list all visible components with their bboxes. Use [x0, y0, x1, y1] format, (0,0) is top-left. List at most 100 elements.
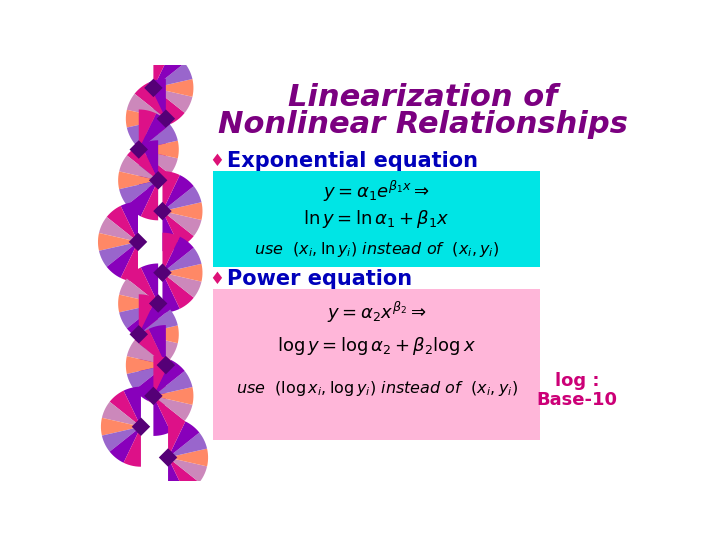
Text: ♦: ♦ [209, 152, 224, 170]
Polygon shape [153, 48, 171, 88]
Polygon shape [163, 211, 202, 236]
Polygon shape [148, 325, 166, 365]
Polygon shape [163, 273, 202, 298]
Polygon shape [153, 371, 192, 396]
Polygon shape [153, 387, 194, 405]
Polygon shape [163, 237, 194, 273]
Polygon shape [135, 365, 166, 401]
Polygon shape [163, 233, 180, 273]
Polygon shape [127, 340, 166, 365]
Polygon shape [157, 356, 175, 374]
Polygon shape [126, 356, 166, 374]
Polygon shape [153, 63, 192, 88]
Text: ♦: ♦ [209, 270, 224, 288]
Polygon shape [168, 417, 186, 457]
Polygon shape [139, 326, 179, 343]
Polygon shape [119, 303, 158, 328]
Polygon shape [163, 248, 202, 273]
Polygon shape [139, 334, 170, 370]
Polygon shape [153, 88, 192, 113]
Text: $\log y = \log \alpha_2 + \beta_2 \log x$: $\log y = \log \alpha_2 + \beta_2 \log x… [277, 335, 476, 357]
Polygon shape [129, 233, 148, 251]
Polygon shape [159, 448, 177, 467]
Text: Power equation: Power equation [227, 269, 412, 289]
Polygon shape [127, 94, 166, 119]
Polygon shape [139, 309, 178, 334]
Polygon shape [163, 273, 180, 313]
Polygon shape [153, 396, 185, 432]
Text: $\mathit{use}\ \ (x_i,\ln y_i)\ \mathit{instead\ of}\ \ (x_i, y_i)$: $\mathit{use}\ \ (x_i,\ln y_i)\ \mathit{… [254, 240, 500, 259]
Polygon shape [163, 264, 202, 281]
Polygon shape [163, 211, 194, 247]
FancyBboxPatch shape [213, 171, 540, 267]
Polygon shape [130, 140, 148, 159]
Polygon shape [99, 217, 138, 242]
Polygon shape [118, 295, 158, 313]
Polygon shape [163, 175, 194, 211]
Polygon shape [153, 356, 171, 396]
Polygon shape [168, 457, 199, 494]
Polygon shape [141, 180, 158, 220]
Polygon shape [127, 267, 158, 303]
Polygon shape [118, 171, 158, 189]
Polygon shape [121, 202, 138, 242]
Polygon shape [119, 156, 158, 180]
Polygon shape [163, 171, 180, 211]
Polygon shape [153, 88, 185, 124]
Polygon shape [107, 206, 138, 242]
Polygon shape [153, 396, 192, 421]
Polygon shape [141, 140, 158, 180]
Polygon shape [168, 433, 207, 457]
Polygon shape [139, 334, 156, 374]
Polygon shape [141, 303, 158, 343]
Polygon shape [124, 427, 141, 467]
Polygon shape [102, 427, 141, 451]
Polygon shape [148, 119, 166, 159]
Polygon shape [153, 264, 171, 282]
Polygon shape [144, 387, 163, 405]
Polygon shape [163, 211, 180, 251]
Polygon shape [149, 171, 167, 190]
Polygon shape [139, 298, 170, 334]
Polygon shape [109, 390, 141, 427]
Polygon shape [121, 242, 138, 282]
Polygon shape [168, 449, 208, 467]
Polygon shape [127, 365, 166, 390]
Polygon shape [139, 125, 178, 150]
Polygon shape [126, 110, 166, 127]
Text: $y = \alpha_2 x^{\beta_2} \Rightarrow$: $y = \alpha_2 x^{\beta_2} \Rightarrow$ [327, 300, 426, 325]
Text: $y = \alpha_1 e^{\beta_1 x} \Rightarrow$: $y = \alpha_1 e^{\beta_1 x} \Rightarrow$ [323, 179, 431, 205]
Polygon shape [135, 119, 166, 155]
Polygon shape [149, 294, 167, 313]
Polygon shape [139, 150, 156, 190]
Polygon shape [132, 417, 150, 436]
Text: Linearization of: Linearization of [288, 83, 558, 112]
Text: $\mathit{use}\ \ (\log x_i, \log y_i)\ \mathit{instead\ of}\ \ (x_i, y_i)$: $\mathit{use}\ \ (\log x_i, \log y_i)\ \… [235, 379, 518, 397]
Polygon shape [153, 396, 171, 436]
Polygon shape [127, 303, 158, 340]
Polygon shape [101, 418, 141, 436]
Text: Nonlinear Relationships: Nonlinear Relationships [218, 110, 628, 139]
Polygon shape [163, 202, 202, 220]
Polygon shape [124, 387, 141, 427]
Text: log :: log : [554, 372, 599, 389]
Polygon shape [127, 144, 158, 180]
Polygon shape [148, 365, 166, 405]
Polygon shape [109, 427, 141, 463]
Polygon shape [139, 334, 178, 359]
Polygon shape [153, 52, 185, 88]
Polygon shape [139, 294, 156, 334]
Polygon shape [98, 233, 138, 251]
Polygon shape [107, 242, 138, 278]
Polygon shape [135, 83, 166, 119]
Polygon shape [119, 279, 158, 303]
Polygon shape [139, 150, 170, 186]
Polygon shape [119, 180, 158, 205]
Polygon shape [139, 110, 156, 150]
Polygon shape [135, 329, 166, 365]
Polygon shape [153, 202, 171, 220]
FancyBboxPatch shape [213, 289, 540, 440]
Polygon shape [139, 113, 170, 150]
Polygon shape [163, 273, 194, 309]
Polygon shape [163, 186, 202, 211]
